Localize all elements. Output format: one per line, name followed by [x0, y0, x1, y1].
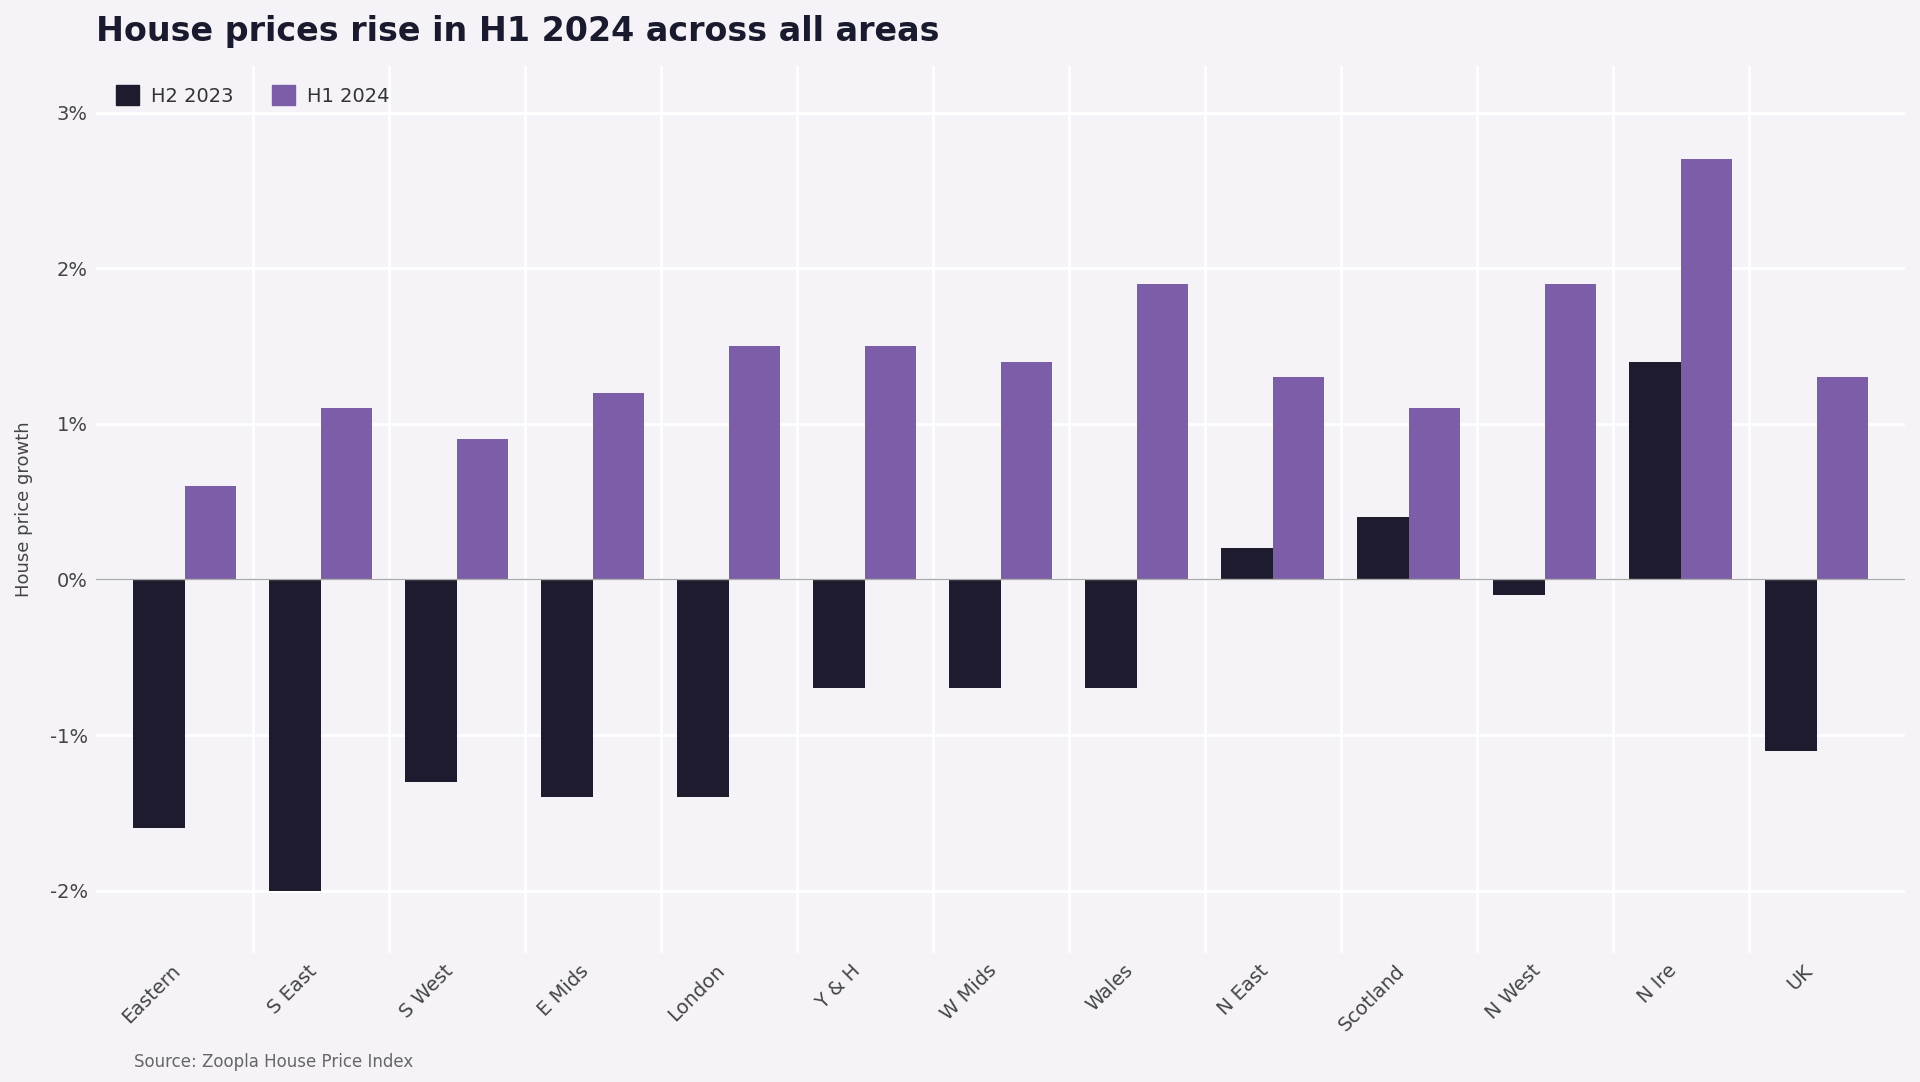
Text: Source: Zoopla House Price Index: Source: Zoopla House Price Index — [134, 1053, 413, 1071]
Bar — [812, 580, 864, 688]
Bar — [321, 408, 372, 580]
Bar — [1628, 361, 1680, 580]
Bar — [593, 393, 645, 580]
Bar — [1494, 580, 1544, 595]
Y-axis label: House price growth: House price growth — [15, 422, 33, 597]
Bar — [269, 580, 321, 890]
Bar — [1000, 361, 1052, 580]
Bar — [864, 346, 916, 580]
Bar — [405, 580, 457, 781]
Bar — [1273, 378, 1325, 580]
Bar — [457, 439, 509, 580]
Bar — [1085, 580, 1137, 688]
Bar — [1137, 283, 1188, 580]
Bar — [1764, 580, 1816, 751]
Bar — [678, 580, 728, 797]
Legend: H2 2023, H1 2024: H2 2023, H1 2024 — [106, 76, 399, 116]
Bar — [1816, 378, 1868, 580]
Bar — [1221, 549, 1273, 580]
Bar — [541, 580, 593, 797]
Text: House prices rise in H1 2024 across all areas: House prices rise in H1 2024 across all … — [96, 15, 939, 48]
Bar — [1409, 408, 1461, 580]
Bar — [1680, 159, 1732, 580]
Bar — [1544, 283, 1596, 580]
Bar — [132, 580, 184, 829]
Bar — [948, 580, 1000, 688]
Bar — [1357, 517, 1409, 580]
Bar — [728, 346, 780, 580]
Bar — [184, 486, 236, 580]
